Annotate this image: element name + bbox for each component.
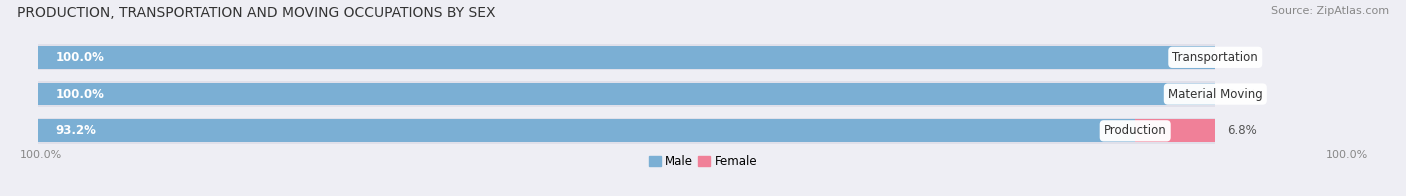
- Text: Material Moving: Material Moving: [1168, 88, 1263, 101]
- Text: 100.0%: 100.0%: [55, 88, 104, 101]
- Text: 100.0%: 100.0%: [20, 150, 62, 160]
- Text: 0.0%: 0.0%: [1227, 88, 1257, 101]
- Bar: [38, 119, 1135, 142]
- Text: PRODUCTION, TRANSPORTATION AND MOVING OCCUPATIONS BY SEX: PRODUCTION, TRANSPORTATION AND MOVING OC…: [17, 6, 495, 20]
- Text: Production: Production: [1104, 124, 1167, 137]
- Bar: [38, 46, 1215, 69]
- Bar: [38, 81, 1215, 107]
- Bar: [38, 44, 1215, 70]
- Text: 93.2%: 93.2%: [55, 124, 96, 137]
- Text: 100.0%: 100.0%: [1326, 150, 1368, 160]
- Text: Transportation: Transportation: [1173, 51, 1258, 64]
- Text: 6.8%: 6.8%: [1227, 124, 1257, 137]
- Text: 100.0%: 100.0%: [55, 51, 104, 64]
- Text: Source: ZipAtlas.com: Source: ZipAtlas.com: [1271, 6, 1389, 16]
- Bar: [1135, 119, 1215, 142]
- Bar: [38, 83, 1215, 105]
- Text: 0.0%: 0.0%: [1227, 51, 1257, 64]
- Bar: [38, 118, 1215, 144]
- Legend: Male, Female: Male, Female: [644, 150, 762, 173]
